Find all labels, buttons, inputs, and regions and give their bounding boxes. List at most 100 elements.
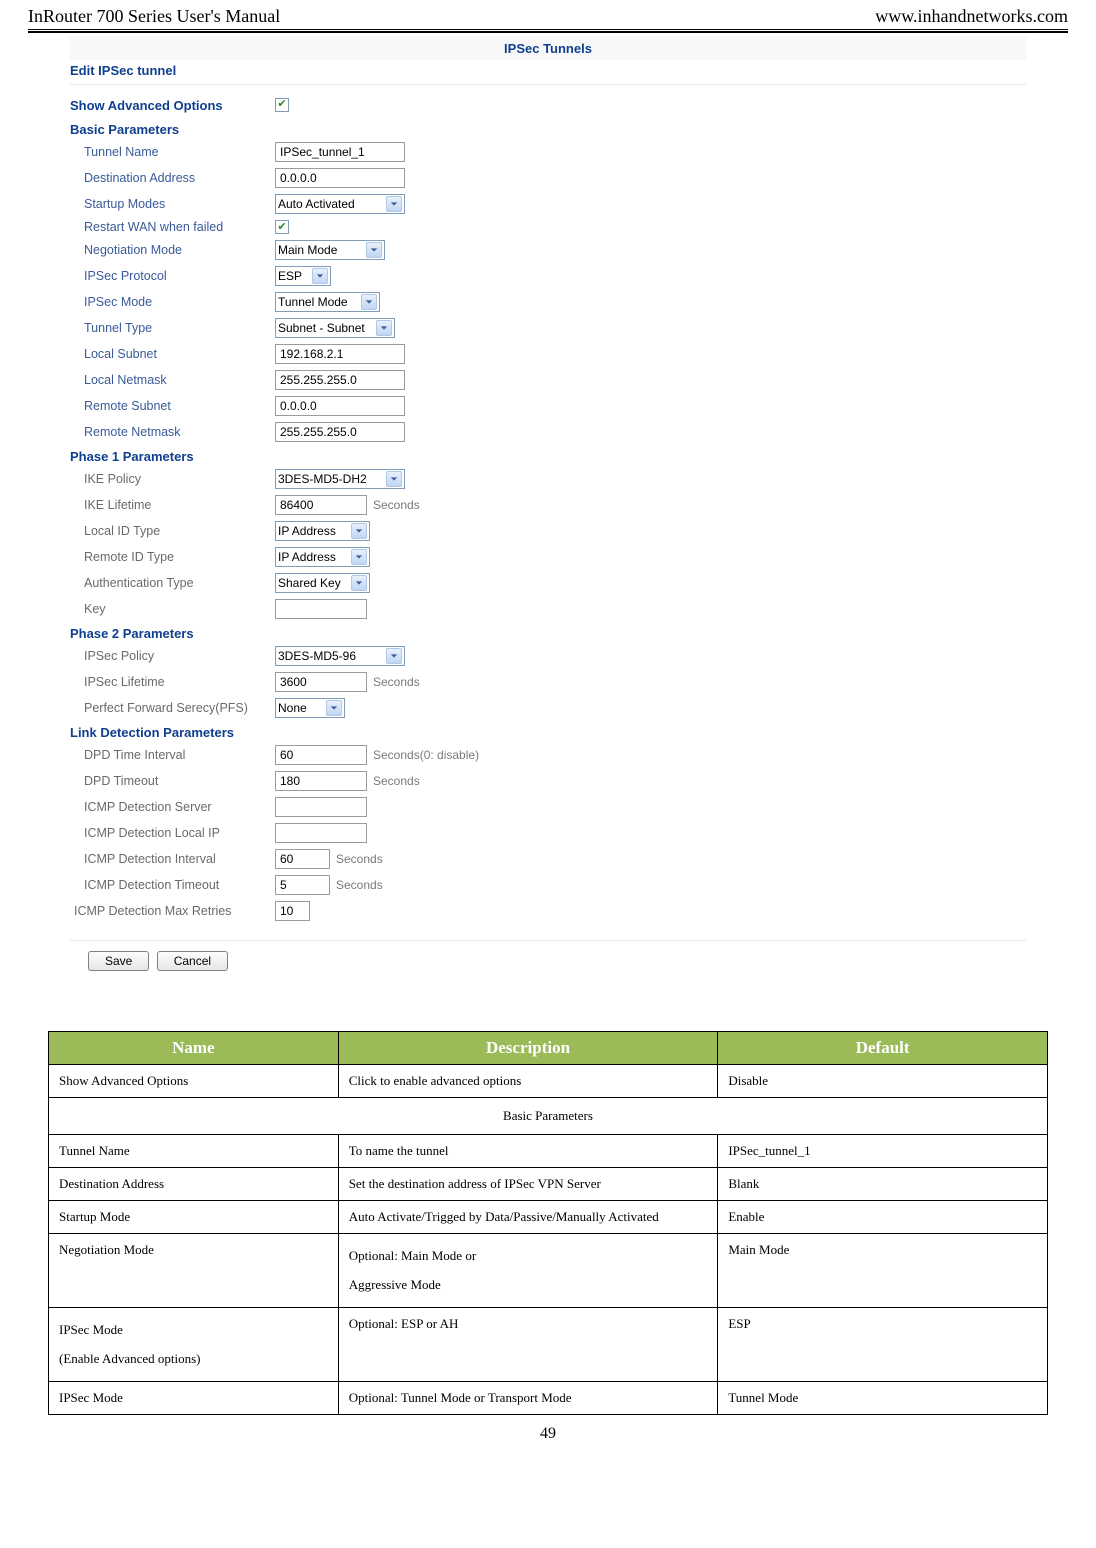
ike-lifetime-label: IKE Lifetime [70,498,275,512]
save-button[interactable]: Save [88,951,149,971]
th-desc: Description [338,1032,718,1065]
icmp-retries-label: ICMP Detection Max Retries [70,904,275,918]
ipsec-lifetime-input[interactable] [275,672,367,692]
chevron-down-icon [351,549,367,565]
chevron-down-icon [386,196,402,212]
chevron-down-icon [366,242,382,258]
table-row: Tunnel Name To name the tunnel IPSec_tun… [49,1135,1048,1168]
description-table-wrap: Name Description Default Show Advanced O… [48,1031,1048,1415]
pfs-select[interactable]: None [275,698,345,718]
remote-netmask-label: Remote Netmask [70,425,275,439]
dest-addr-input[interactable] [275,168,405,188]
cell-name: IPSec Mode (Enable Advanced options) [49,1308,339,1382]
dpd-interval-input[interactable] [275,745,367,765]
ike-policy-label: IKE Policy [70,472,275,486]
cell-def: Disable [718,1065,1048,1098]
icmp-local-input[interactable] [275,823,367,843]
phase2-title: Phase 2 Parameters [70,626,1026,641]
auth-type-value: Shared Key [278,576,347,590]
cell-desc: Set the destination address of IPSec VPN… [338,1168,718,1201]
header-right: www.inhandnetworks.com [875,6,1068,27]
remote-id-label: Remote ID Type [70,550,275,564]
cell-def: Main Mode [718,1234,1048,1308]
edit-title: Edit IPSec tunnel [70,60,1026,85]
local-netmask-label: Local Netmask [70,373,275,387]
pfs-value: None [278,701,322,715]
th-def: Default [718,1032,1048,1065]
local-netmask-input[interactable] [275,370,405,390]
chevron-down-icon [386,471,402,487]
ike-policy-select[interactable]: 3DES-MD5-DH2 [275,469,405,489]
button-row: Save Cancel [70,940,1026,971]
chevron-down-icon [312,268,328,284]
ipsec-mode-select[interactable]: Tunnel Mode [275,292,380,312]
cell-desc: Optional: Main Mode or Aggressive Mode [338,1234,718,1308]
seconds-suffix: Seconds [373,774,420,788]
ipsec-policy-value: 3DES-MD5-96 [278,649,382,663]
header-left: InRouter 700 Series User's Manual [28,6,280,27]
icmp-retries-input[interactable] [275,901,310,921]
ike-policy-value: 3DES-MD5-DH2 [278,472,382,486]
cell-def: Enable [718,1201,1048,1234]
ipsec-lifetime-label: IPSec Lifetime [70,675,275,689]
description-table: Name Description Default Show Advanced O… [48,1031,1048,1415]
chevron-down-icon [351,523,367,539]
show-advanced-checkbox[interactable] [275,98,289,112]
icmp-interval-label: ICMP Detection Interval [70,852,275,866]
restart-wan-checkbox[interactable] [275,220,289,234]
dpd-timeout-label: DPD Timeout [70,774,275,788]
local-id-value: IP Address [278,524,347,538]
chevron-down-icon [326,700,342,716]
cell-desc: Optional: Tunnel Mode or Transport Mode [338,1382,718,1415]
dest-addr-label: Destination Address [70,171,275,185]
tunnel-type-value: Subnet - Subnet [278,321,372,335]
negotiation-mode-label: Negotiation Mode [70,243,275,257]
chevron-down-icon [386,648,402,664]
auth-type-select[interactable]: Shared Key [275,573,370,593]
icmp-timeout-input[interactable] [275,875,330,895]
ipsec-protocol-select[interactable]: ESP [275,266,331,286]
auth-type-label: Authentication Type [70,576,275,590]
cell-def: ESP [718,1308,1048,1382]
negotiation-mode-value: Main Mode [278,243,362,257]
dpd-timeout-input[interactable] [275,771,367,791]
remote-subnet-input[interactable] [275,396,405,416]
cell-desc: Click to enable advanced options [338,1065,718,1098]
startup-modes-label: Startup Modes [70,197,275,211]
local-id-select[interactable]: IP Address [275,521,370,541]
local-id-label: Local ID Type [70,524,275,538]
remote-netmask-input[interactable] [275,422,405,442]
cancel-button[interactable]: Cancel [157,951,228,971]
table-header-row: Name Description Default [49,1032,1048,1065]
remote-id-select[interactable]: IP Address [275,547,370,567]
table-row: Basic Parameters [49,1098,1048,1135]
ipsec-mode-label: IPSec Mode [70,295,275,309]
key-label: Key [70,602,275,616]
page-title: IPSec Tunnels [70,37,1026,60]
ipsec-mode-value: Tunnel Mode [278,295,357,309]
cell-desc-l2: Aggressive Mode [349,1271,708,1300]
dpd-interval-suffix: Seconds(0: disable) [373,748,479,762]
startup-modes-value: Auto Activated [278,197,382,211]
cell-desc: Auto Activate/Trigged by Data/Passive/Ma… [338,1201,718,1234]
ipsec-policy-select[interactable]: 3DES-MD5-96 [275,646,405,666]
tunnel-name-input[interactable] [275,142,405,162]
cell-name: Show Advanced Options [49,1065,339,1098]
icmp-server-input[interactable] [275,797,367,817]
pfs-label: Perfect Forward Serecy(PFS) [70,701,275,715]
seconds-suffix: Seconds [336,878,383,892]
key-input[interactable] [275,599,367,619]
cell-desc: To name the tunnel [338,1135,718,1168]
icmp-timeout-label: ICMP Detection Timeout [70,878,275,892]
negotiation-mode-select[interactable]: Main Mode [275,240,385,260]
seconds-suffix: Seconds [373,498,420,512]
tunnel-type-select[interactable]: Subnet - Subnet [275,318,395,338]
table-row: IPSec Mode (Enable Advanced options) Opt… [49,1308,1048,1382]
local-subnet-input[interactable] [275,344,405,364]
icmp-interval-input[interactable] [275,849,330,869]
seconds-suffix: Seconds [336,852,383,866]
icmp-server-label: ICMP Detection Server [70,800,275,814]
table-row: IPSec Mode Optional: Tunnel Mode or Tran… [49,1382,1048,1415]
ike-lifetime-input[interactable] [275,495,367,515]
startup-modes-select[interactable]: Auto Activated [275,194,405,214]
